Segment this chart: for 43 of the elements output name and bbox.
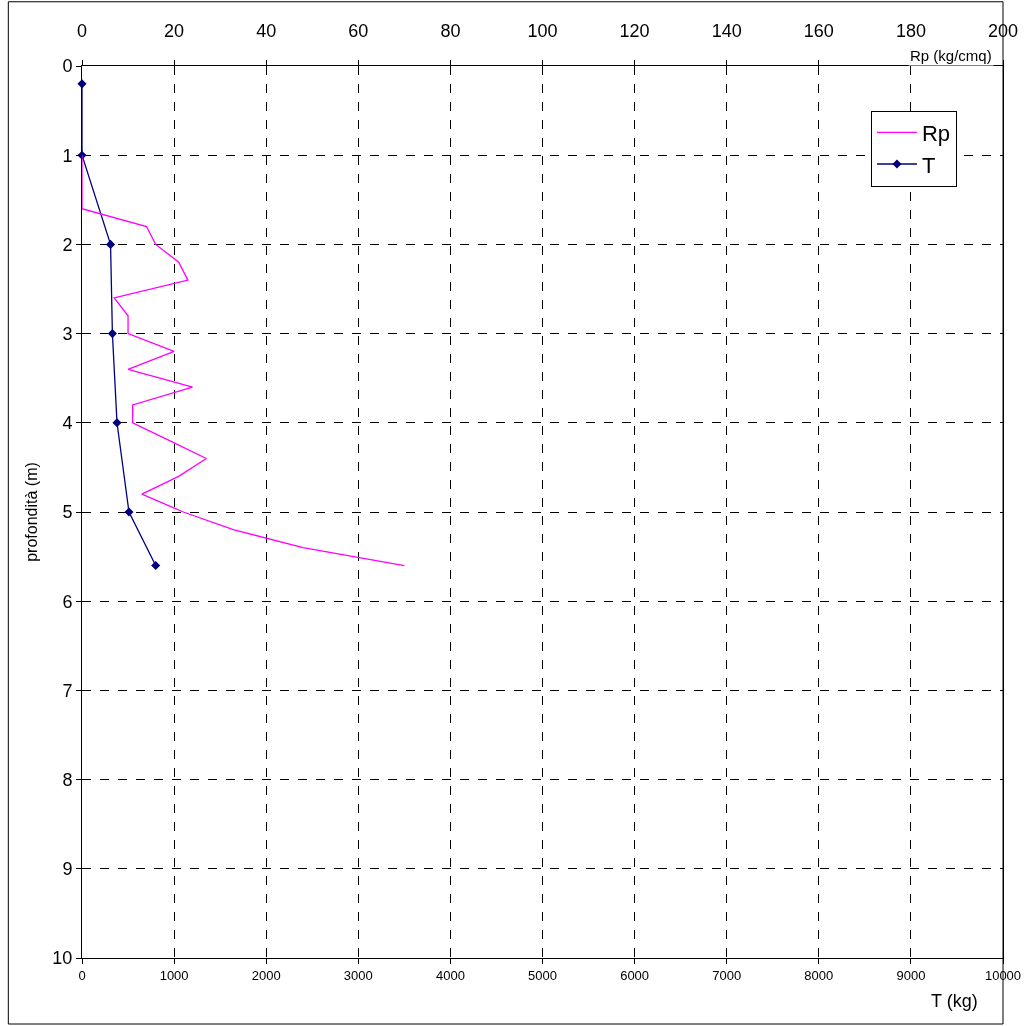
- x-tick-label: 10000: [984, 967, 1022, 983]
- y-tick-label: 9: [62, 859, 73, 880]
- y-tick-label: 10: [52, 948, 73, 969]
- x2-tick-label: 100: [527, 20, 558, 41]
- y-tick-label: 6: [62, 591, 73, 612]
- x-tick-label: 4000: [435, 967, 465, 983]
- x2-tick-label: 20: [164, 20, 185, 41]
- x2-tick-label: 60: [348, 20, 369, 41]
- x-tick-label: 6000: [620, 967, 650, 983]
- y-tick-label: 3: [62, 323, 73, 344]
- x2-tick-label: 120: [619, 20, 650, 41]
- x2-tick-label: 180: [895, 20, 926, 41]
- x-tick-label: 0: [78, 967, 86, 983]
- x-tick-label: 1000: [159, 967, 189, 983]
- x-tick-label: 2000: [251, 967, 281, 983]
- x-tick-label: 5000: [528, 967, 557, 983]
- y-tick-label: 1: [62, 145, 73, 166]
- y-tick-label: 7: [62, 680, 73, 701]
- point: [112, 418, 122, 428]
- legend-label: T: [921, 152, 936, 178]
- x-tick-label: 3000: [343, 967, 373, 983]
- y-tick-label: 8: [62, 769, 73, 790]
- x-axis-title: T (kg): [931, 991, 978, 1011]
- point: [107, 329, 117, 339]
- x2-tick-label: 80: [440, 20, 461, 41]
- x2-tick-label: 160: [803, 20, 834, 41]
- x-tick-label: 7000: [712, 967, 742, 983]
- x2-tick-label: 140: [711, 20, 742, 41]
- point: [124, 507, 134, 517]
- y-tick-label: 5: [62, 502, 73, 523]
- y-tick-label: 2: [62, 234, 73, 255]
- x2-tick-label: 200: [987, 20, 1019, 41]
- y-axis-title: profondità (m): [23, 462, 41, 562]
- legend-label: Rp: [921, 120, 951, 146]
- x2-axis-title: Rp (kg/cmq): [910, 47, 992, 64]
- x-tick-label: 8000: [804, 967, 834, 983]
- y-tick-label: 4: [62, 413, 73, 434]
- x2-tick-label: 40: [256, 20, 277, 41]
- x2-tick-label: 0: [76, 20, 88, 41]
- x-tick-label: 9000: [896, 967, 926, 983]
- point: [106, 239, 116, 249]
- y-tick-label: 0: [62, 56, 73, 77]
- point: [151, 560, 161, 571]
